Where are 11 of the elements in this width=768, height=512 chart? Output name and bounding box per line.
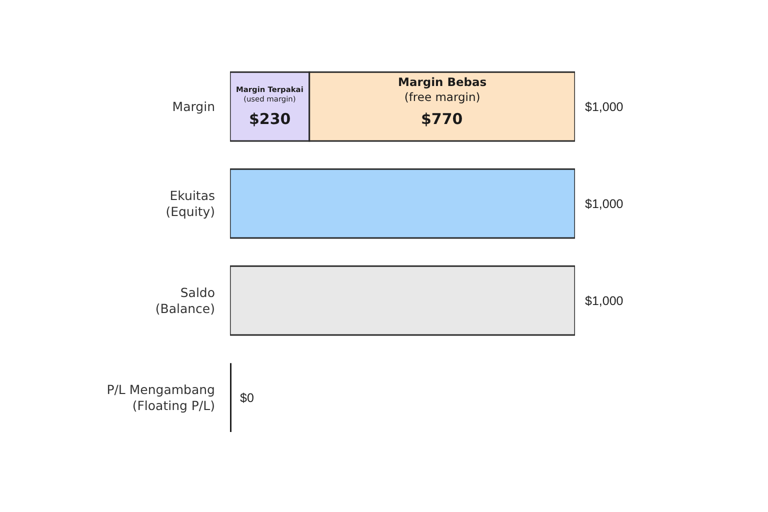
data-label: $230 (249, 110, 291, 128)
total-label: $0 (240, 391, 254, 405)
total-label: $1,000 (585, 197, 624, 211)
data-label: $770 (421, 110, 463, 128)
y-tick-label: Saldo (Balance) (155, 284, 215, 316)
y-tick-label: Ekuitas (Equity) (166, 188, 215, 219)
total-label: $1,000 (585, 294, 624, 308)
y-tick-label: P/L Mengambang (Floating P/L) (106, 382, 215, 413)
total-label: $1,000 (585, 100, 624, 114)
series-label: Margin Bebas (free margin) (398, 75, 487, 104)
y-tick-label: Margin (172, 98, 215, 114)
